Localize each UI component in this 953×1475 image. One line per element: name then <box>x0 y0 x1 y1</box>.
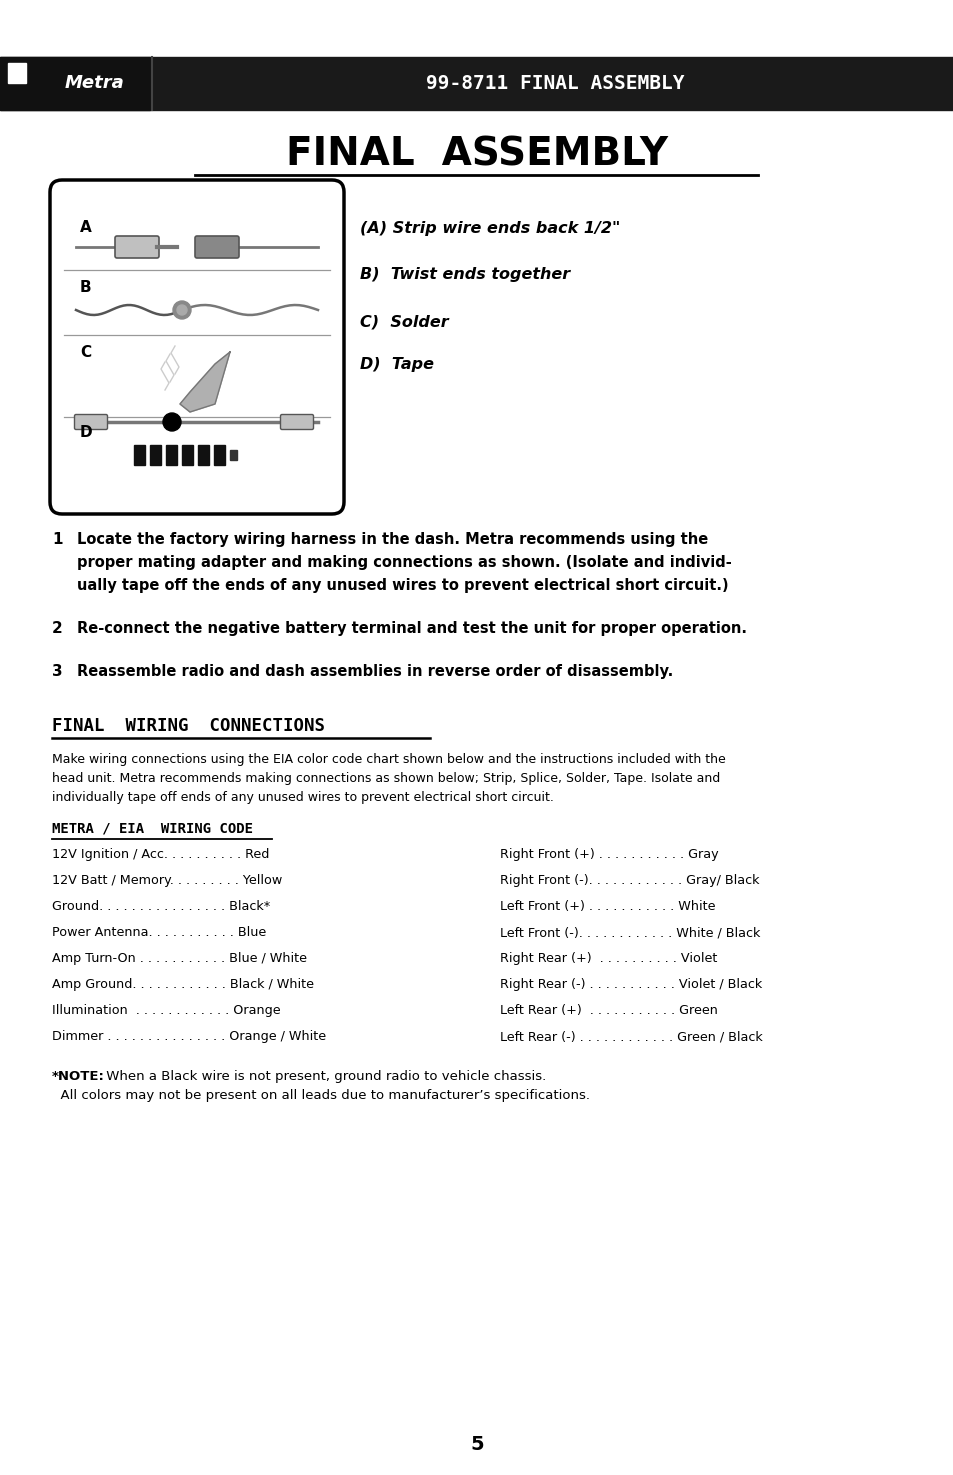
Text: FINAL  ASSEMBLY: FINAL ASSEMBLY <box>286 136 667 174</box>
Text: C: C <box>80 345 91 360</box>
Polygon shape <box>180 353 230 412</box>
Text: B)  Twist ends together: B) Twist ends together <box>359 267 570 283</box>
Text: Locate the factory wiring harness in the dash. Metra recommends using the: Locate the factory wiring harness in the… <box>77 532 707 547</box>
Bar <box>133 445 145 465</box>
Text: 2: 2 <box>52 621 63 636</box>
Bar <box>150 445 161 465</box>
Text: FINAL  WIRING  CONNECTIONS: FINAL WIRING CONNECTIONS <box>52 717 325 735</box>
Text: individually tape off ends of any unused wires to prevent electrical short circu: individually tape off ends of any unused… <box>52 791 554 804</box>
FancyBboxPatch shape <box>50 180 344 513</box>
Circle shape <box>172 301 191 319</box>
Bar <box>0 58 953 111</box>
Text: 1: 1 <box>52 532 63 547</box>
Text: proper mating adapter and making connections as shown. (Isolate and individ-: proper mating adapter and making connect… <box>77 555 731 569</box>
Text: Power Antenna. . . . . . . . . . . Blue: Power Antenna. . . . . . . . . . . Blue <box>52 926 266 940</box>
FancyBboxPatch shape <box>280 414 314 429</box>
Circle shape <box>177 305 187 316</box>
Text: 5: 5 <box>470 1435 483 1454</box>
Text: 12V Batt / Memory. . . . . . . . . Yellow: 12V Batt / Memory. . . . . . . . . Yello… <box>52 875 282 886</box>
Text: Left Rear (+)  . . . . . . . . . . . Green: Left Rear (+) . . . . . . . . . . . Gree… <box>499 1004 717 1016</box>
Text: Ground. . . . . . . . . . . . . . . . Black*: Ground. . . . . . . . . . . . . . . . Bl… <box>52 900 270 913</box>
Text: Amp Turn-On . . . . . . . . . . . Blue / White: Amp Turn-On . . . . . . . . . . . Blue /… <box>52 951 307 965</box>
Text: Illumination  . . . . . . . . . . . . Orange: Illumination . . . . . . . . . . . . Ora… <box>52 1004 280 1016</box>
Text: ually tape off the ends of any unused wires to prevent electrical short circuit.: ually tape off the ends of any unused wi… <box>77 578 728 593</box>
FancyBboxPatch shape <box>115 236 159 258</box>
Bar <box>166 445 177 465</box>
Text: 3: 3 <box>52 664 63 678</box>
Text: When a Black wire is not present, ground radio to vehicle chassis.: When a Black wire is not present, ground… <box>102 1069 546 1083</box>
Text: (A) Strip wire ends back 1/2": (A) Strip wire ends back 1/2" <box>359 220 619 236</box>
Text: B: B <box>80 280 91 295</box>
Text: Make wiring connections using the EIA color code chart shown below and the instr: Make wiring connections using the EIA co… <box>52 754 725 766</box>
Text: Right Rear (+)  . . . . . . . . . . Violet: Right Rear (+) . . . . . . . . . . Viole… <box>499 951 717 965</box>
Text: Right Front (+) . . . . . . . . . . . Gray: Right Front (+) . . . . . . . . . . . Gr… <box>499 848 718 861</box>
Text: Amp Ground. . . . . . . . . . . . Black / White: Amp Ground. . . . . . . . . . . . Black … <box>52 978 314 991</box>
Bar <box>182 445 193 465</box>
Text: Left Front (+) . . . . . . . . . . . White: Left Front (+) . . . . . . . . . . . Whi… <box>499 900 715 913</box>
Text: Left Rear (-) . . . . . . . . . . . . Green / Black: Left Rear (-) . . . . . . . . . . . . Gr… <box>499 1030 762 1043</box>
Text: Right Front (-). . . . . . . . . . . . Gray/ Black: Right Front (-). . . . . . . . . . . . G… <box>499 875 759 886</box>
Text: Left Front (-). . . . . . . . . . . . White / Black: Left Front (-). . . . . . . . . . . . Wh… <box>499 926 760 940</box>
Text: Dimmer . . . . . . . . . . . . . . . Orange / White: Dimmer . . . . . . . . . . . . . . . Ora… <box>52 1030 326 1043</box>
Text: *NOTE:: *NOTE: <box>52 1069 105 1083</box>
Text: All colors may not be present on all leads due to manufacturer’s specifications.: All colors may not be present on all lea… <box>52 1089 589 1102</box>
Text: A: A <box>80 220 91 235</box>
Text: Re-connect the negative battery terminal and test the unit for proper operation.: Re-connect the negative battery terminal… <box>77 621 746 636</box>
Text: Right Rear (-) . . . . . . . . . . . Violet / Black: Right Rear (-) . . . . . . . . . . . Vio… <box>499 978 761 991</box>
Text: C)  Solder: C) Solder <box>359 314 448 329</box>
Text: 12V Ignition / Acc. . . . . . . . . . Red: 12V Ignition / Acc. . . . . . . . . . Re… <box>52 848 269 861</box>
Text: Metra: Metra <box>65 75 125 93</box>
Bar <box>0 58 150 111</box>
Bar <box>8 63 26 83</box>
Text: head unit. Metra recommends making connections as shown below; Strip, Splice, So: head unit. Metra recommends making conne… <box>52 771 720 785</box>
FancyBboxPatch shape <box>74 414 108 429</box>
Bar <box>198 445 209 465</box>
Text: D: D <box>80 425 92 440</box>
Text: D)  Tape: D) Tape <box>359 357 434 373</box>
FancyBboxPatch shape <box>194 236 239 258</box>
Text: Reassemble radio and dash assemblies in reverse order of disassembly.: Reassemble radio and dash assemblies in … <box>77 664 673 678</box>
Bar <box>213 445 225 465</box>
Text: 99-8711 FINAL ASSEMBLY: 99-8711 FINAL ASSEMBLY <box>425 74 683 93</box>
Circle shape <box>163 413 181 431</box>
Bar <box>230 450 236 460</box>
Text: METRA / EIA  WIRING CODE: METRA / EIA WIRING CODE <box>52 822 253 836</box>
